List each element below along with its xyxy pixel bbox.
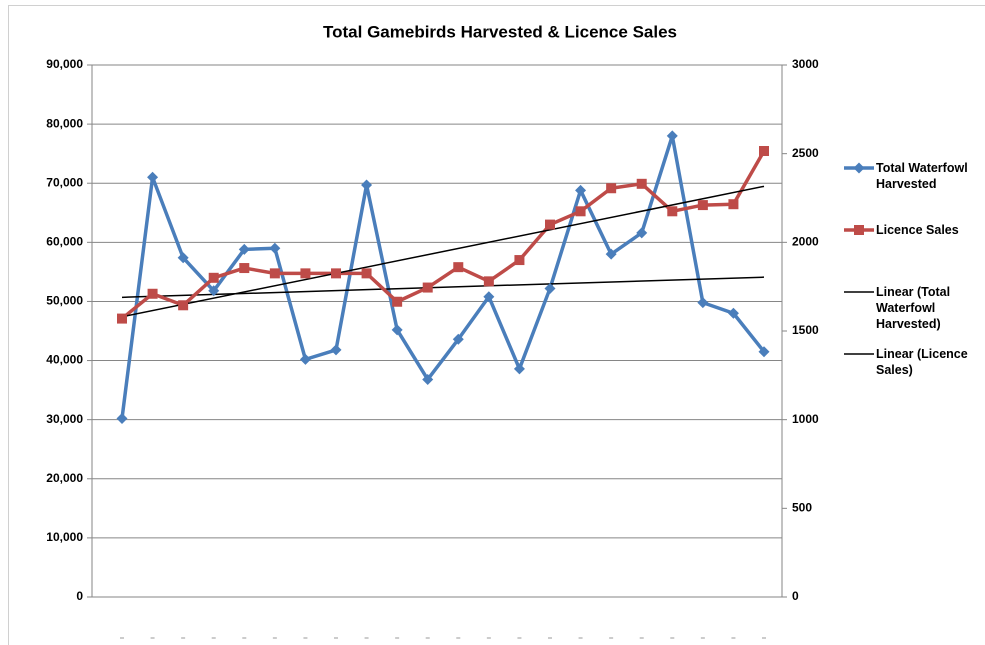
y-tick-label: 40,000 — [46, 353, 83, 367]
legend-marker — [853, 162, 865, 174]
marker — [239, 263, 250, 274]
marker — [330, 344, 342, 356]
marker — [269, 268, 280, 279]
legend-swatch — [844, 291, 874, 293]
legend-item: Total Waterfowl Harvested — [840, 160, 984, 192]
trendline — [121, 276, 765, 299]
legend-label: Linear (Licence Sales) — [876, 347, 968, 377]
marker — [422, 282, 433, 293]
series-line — [120, 150, 766, 320]
legend-item: Licence Sales — [840, 222, 984, 238]
marker — [208, 272, 219, 283]
legend-marker — [854, 225, 864, 235]
legend-swatch — [844, 225, 874, 235]
marker — [116, 412, 128, 424]
marker — [147, 171, 159, 183]
marker — [727, 307, 739, 319]
marker — [422, 373, 434, 385]
marker — [453, 262, 464, 273]
marker — [361, 179, 373, 191]
marker — [269, 242, 281, 254]
marker — [208, 285, 220, 297]
marker — [483, 276, 494, 287]
legend-label: Licence Sales — [876, 223, 959, 237]
y2-tick-label: 1500 — [792, 323, 819, 337]
marker — [636, 227, 648, 239]
marker — [575, 206, 586, 217]
marker — [667, 206, 678, 217]
marker — [666, 130, 678, 142]
marker — [361, 268, 372, 279]
marker — [147, 288, 158, 299]
marker — [728, 199, 739, 210]
marker — [392, 296, 403, 307]
y2-tick-label: 0 — [792, 589, 799, 603]
marker — [758, 346, 770, 358]
y-tick-label: 0 — [76, 589, 83, 603]
y-tick-label: 70,000 — [46, 175, 83, 189]
legend-item: Linear (Licence Sales) — [840, 346, 984, 378]
marker — [331, 268, 341, 279]
legend-label: Linear (Total Waterfowl Harvested) — [876, 285, 951, 331]
y2-tick-label: 500 — [792, 501, 812, 515]
series-line — [120, 134, 766, 419]
y2-tick-label: 1000 — [792, 412, 819, 426]
y-tick-label: 60,000 — [46, 235, 83, 249]
marker — [299, 353, 311, 365]
marker — [178, 300, 189, 311]
marker — [544, 282, 556, 294]
marker — [177, 252, 189, 264]
y-tick-label: 10,000 — [46, 530, 83, 544]
marker — [606, 183, 617, 194]
y-tick-label: 50,000 — [46, 294, 83, 308]
y2-tick-label: 2500 — [792, 146, 819, 160]
chart-title: Total Gamebirds Harvested & Licence Sale… — [323, 22, 677, 41]
marker — [300, 268, 311, 279]
y-tick-label: 80,000 — [46, 116, 83, 130]
marker — [513, 363, 525, 375]
trendline — [121, 185, 765, 318]
y-tick-label: 20,000 — [46, 471, 83, 485]
marker — [697, 200, 708, 211]
chart-border — [8, 5, 985, 645]
marker — [545, 219, 555, 230]
marker — [483, 291, 495, 303]
legend-label: Total Waterfowl Harvested — [876, 161, 968, 191]
marker — [605, 248, 617, 260]
marker — [697, 297, 709, 309]
marker — [391, 324, 403, 336]
marker — [514, 255, 525, 266]
marker — [575, 184, 587, 196]
marker — [759, 146, 769, 157]
legend-item: Linear (Total Waterfowl Harvested) — [840, 284, 984, 332]
marker — [117, 313, 127, 324]
legend-swatch — [844, 353, 874, 355]
y-tick-label: 30,000 — [46, 412, 83, 426]
legend-swatch — [844, 162, 874, 174]
marker — [238, 243, 250, 255]
y2-tick-label: 3000 — [792, 57, 819, 71]
y2-tick-label: 2000 — [792, 235, 819, 249]
y-tick-label: 90,000 — [46, 57, 83, 71]
marker — [636, 178, 647, 189]
marker — [452, 333, 464, 345]
